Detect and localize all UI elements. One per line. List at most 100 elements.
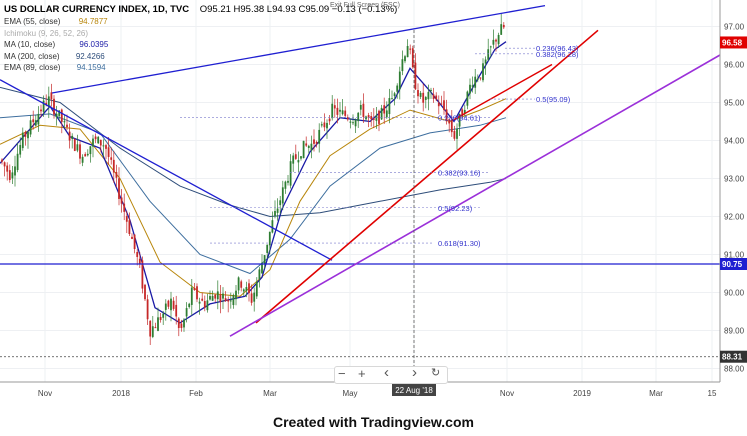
time-tick-label: 15 [708,389,717,398]
fib-level-label: 0.5(95.09) [536,95,571,104]
price-tick-label: 95.00 [724,99,745,108]
fib-level-label: 0.5(92.23) [438,204,473,213]
candle-body [430,89,432,91]
candle-body [185,308,188,317]
candle-body [253,292,256,302]
candle-body [235,290,237,300]
crosshair-date-tag [392,384,436,396]
candle-body [227,299,230,302]
price-tag-label: 96.58 [722,38,743,47]
candle-body [214,294,217,299]
axes: 88.00 89.00 90.00 91.00 92.00 93.00 94.00 95.00… [0,0,747,398]
candle-body [427,91,430,100]
candle-body [349,121,352,123]
ohlc-readout: O95.21 H95.38 L94.93 C95.09 −0.13 (−0.13… [199,4,398,15]
candle-body [159,316,162,321]
candle-body [432,94,435,100]
candle-body [128,220,131,235]
legend-row[interactable]: Ichimoku (9, 26, 52, 26) [4,28,108,40]
candle-body [196,286,198,300]
candle-body [120,197,123,204]
candle-body [424,97,427,100]
reset-chart-button[interactable]: ↻ [431,367,441,379]
fib-level-label: 0.236(96.43) [536,44,579,53]
candle-body [146,299,149,320]
candle-body [209,296,211,300]
candle-body [482,63,484,81]
scroll-left-button[interactable]: ‹ [384,364,389,381]
price-chart[interactable]: 0.236(96.43)0.382(96.28) 0.5(95.09) 0.236(… [0,0,747,410]
candle-body [66,124,68,128]
candle-body [175,304,178,317]
candle-body [107,147,110,157]
candle-body [484,59,487,64]
candle-body [305,143,308,146]
candle-body [110,157,113,160]
legend-row[interactable]: MA (10, close) 96.0395 [4,39,108,51]
candle-body [372,118,375,120]
candle-body [287,180,289,183]
candle-body [170,298,172,311]
candle-body [448,119,451,124]
candle-body [1,159,3,162]
candle-body [203,301,206,308]
legend-row[interactable]: MA (200, close) 92.4266 [4,51,108,63]
candle-body [237,277,240,291]
chart-title: US DOLLAR CURRENCY INDEX, 1D, TVC [4,4,190,15]
candle-body [53,98,55,115]
candle-body [92,138,94,147]
candle-body [164,303,167,310]
candle-body [458,113,461,127]
candle-body [258,269,261,280]
candle-body [112,159,115,173]
candle-body [157,317,159,331]
zoom-in-button[interactable]: + [358,366,366,381]
legend-value: 94.7877 [78,17,108,26]
candle-body [453,130,456,139]
fibonacci-levels: 0.236(96.43)0.382(96.28) 0.5(95.09) 0.236(… [180,44,579,248]
time-tick-label: 2019 [573,389,591,398]
candle-body [71,135,74,140]
time-tick-label: Mar [263,389,277,398]
candle-body [404,56,406,62]
price-tag [720,36,747,49]
fib-level-label: 0.618(91.30) [438,239,481,248]
time-tick-label: Mar [649,389,663,398]
candle-body [63,121,66,123]
candle-body [266,244,269,253]
candle-body [11,172,14,179]
candle-body [362,103,365,117]
legend-row[interactable]: EMA (89, close) 94.1594 [4,62,108,74]
legend-label: MA (200, close) [4,51,60,61]
candle-body [172,300,175,309]
candle-body [419,92,422,97]
exit-fullscreen-hint[interactable]: Exit Full Screen (ESC) [330,2,401,9]
legend-row[interactable]: EMA (55, close) 94.7877 [4,16,108,28]
candle-body [201,298,204,301]
legend-value: 94.1594 [76,63,106,72]
chart-header: US DOLLAR CURRENCY INDEX, 1D, TVC O95.21… [4,4,397,15]
candle-body [328,118,331,122]
candle-body [14,166,16,176]
candle-body [284,181,287,189]
zoom-controls [334,366,448,384]
legend-label: EMA (89, close) [4,63,61,72]
candle-body [401,59,404,72]
candle-body [313,139,315,144]
candle-body [242,289,245,292]
zoom-out-button[interactable]: − [338,366,346,381]
price-tick-label: 92.00 [724,213,745,222]
legend-value: 92.4266 [75,51,105,61]
candle-body [310,143,313,151]
candle-body [58,110,61,116]
candle-body [115,172,118,178]
scroll-right-button[interactable]: › [412,364,417,381]
legend-label: MA (10, close) [4,40,56,49]
candle-body [352,122,354,124]
candle-body [19,144,22,155]
price-tag-label: 90.75 [722,260,743,269]
candle-body [292,155,295,164]
candle-body [370,116,373,120]
candle-body [40,109,42,112]
candle-body [318,129,321,144]
